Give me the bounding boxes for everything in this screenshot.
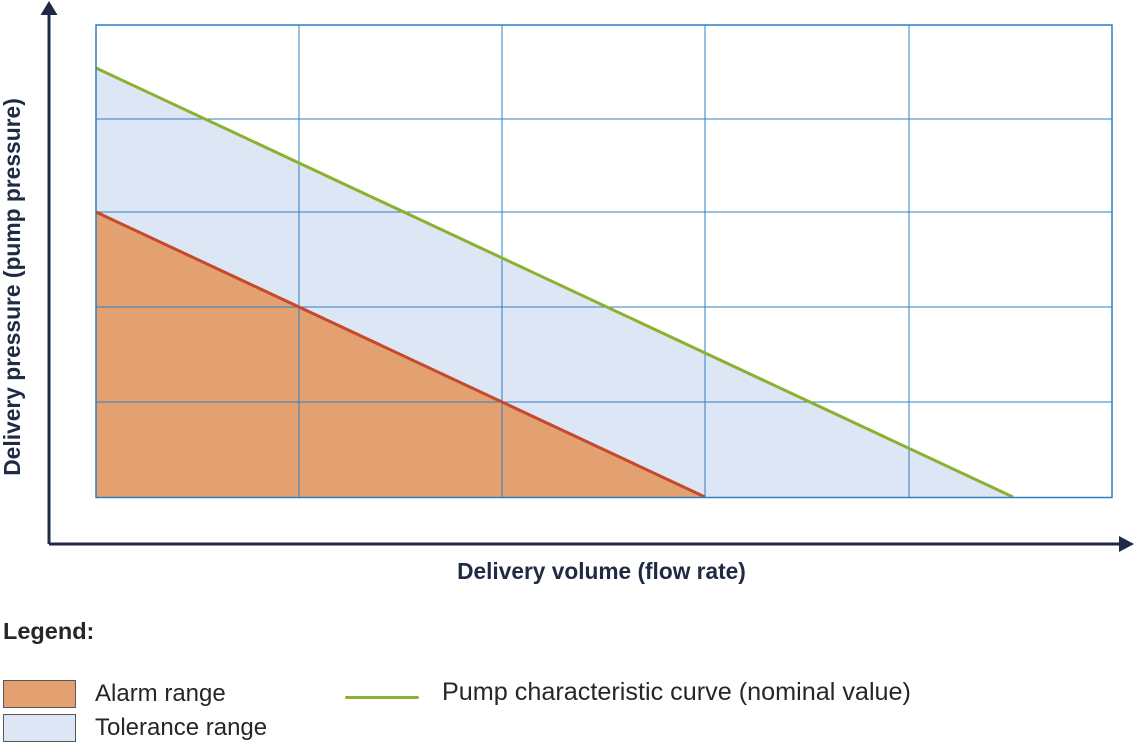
svg-text:Delivery pressure (pump pressu: Delivery pressure (pump pressure): [0, 98, 25, 476]
